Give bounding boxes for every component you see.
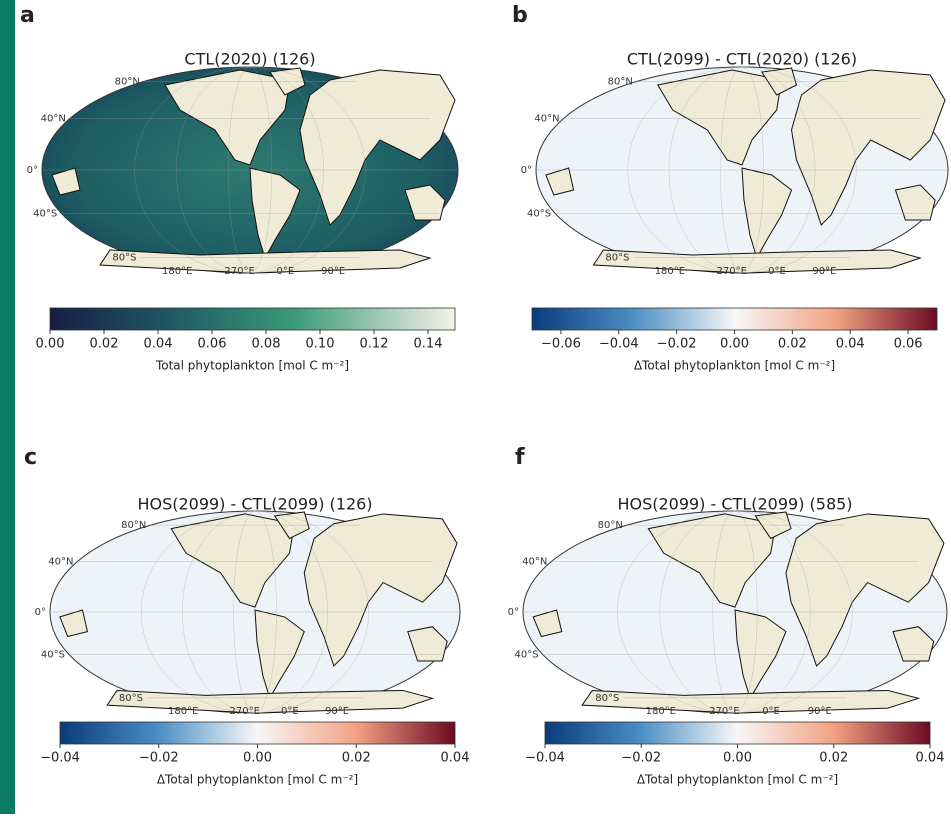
- colorbar: [545, 722, 930, 744]
- continent: [107, 690, 432, 713]
- colorbar-tick-label: 0.04: [836, 337, 865, 352]
- lon-label: 180°E: [162, 266, 192, 277]
- lat-label: 40°N: [534, 114, 559, 125]
- lat-label: 40°S: [33, 208, 57, 219]
- lat-label: 80°S: [605, 253, 629, 264]
- lat-label: 80°S: [112, 253, 136, 264]
- lon-label: 0°E: [768, 266, 786, 277]
- lon-label: 90°E: [321, 266, 345, 277]
- colorbar-tick-label: 0.02: [90, 337, 119, 352]
- colorbar-tick-label: 0.14: [414, 337, 443, 352]
- lon-label: 0°E: [281, 706, 299, 717]
- panel: a CTL(2020) (126) 80°N 40°N 0° 40°S 80°S 180°E 2…: [20, 3, 458, 373]
- colorbar-tick-label: 0.06: [198, 337, 227, 352]
- figure: a CTL(2020) (126) 80°N 40°N 0° 40°S 80°S 180°E 2…: [0, 0, 951, 814]
- panel: fHOS(2099) - CTL(2099) (585)80°N40°N0°40…: [508, 445, 947, 787]
- continent: [593, 250, 920, 273]
- lat-label: 40°N: [522, 557, 547, 568]
- lat-label: 40°S: [41, 649, 65, 660]
- lon-label: 270°E: [224, 266, 254, 277]
- colorbar-label: ΔTotal phytoplankton [mol C m⁻²]: [634, 359, 835, 373]
- lat-label: 0°: [35, 607, 46, 618]
- lon-label: 0°E: [277, 266, 295, 277]
- colorbar-tick-label: 0.06: [894, 337, 923, 352]
- colorbar-tick-label: 0.00: [243, 751, 272, 766]
- panel-title: CTL(2020) (126): [184, 50, 315, 69]
- colorbar: [532, 308, 937, 330]
- lon-label: 180°E: [646, 706, 676, 717]
- lat-label: 80°N: [598, 520, 623, 531]
- colorbar-tick-label: 0.02: [778, 337, 807, 352]
- colorbar: [50, 308, 455, 330]
- panel-label: b: [512, 3, 528, 28]
- panel-label: f: [515, 445, 525, 470]
- lat-label: 80°N: [121, 520, 146, 531]
- colorbar-tick-label: −0.04: [599, 337, 639, 352]
- lat-label: 0°: [27, 165, 38, 176]
- colorbar-tick-label: −0.04: [525, 751, 565, 766]
- panel-title: CTL(2099) - CTL(2020) (126): [627, 50, 857, 69]
- colorbar-tick-label: −0.06: [541, 337, 581, 352]
- panel-label: a: [20, 3, 35, 28]
- lat-label: 0°: [508, 607, 519, 618]
- lat-label: 40°N: [48, 557, 73, 568]
- colorbar-tick-label: −0.02: [657, 337, 697, 352]
- lat-label: 40°S: [527, 208, 551, 219]
- lat-label: 40°S: [515, 649, 539, 660]
- lon-label: 90°E: [808, 706, 832, 717]
- colorbar-tick-label: −0.02: [139, 751, 179, 766]
- colorbar-tick-label: −0.02: [621, 751, 661, 766]
- colorbar-tick-label: 0.04: [916, 751, 945, 766]
- lon-label: 0°E: [762, 706, 780, 717]
- continent: [100, 250, 430, 273]
- lat-label: 80°N: [115, 76, 140, 87]
- colorbar-tick-label: 0.02: [819, 751, 848, 766]
- lat-label: 40°N: [41, 114, 66, 125]
- colorbar-tick-label: 0.00: [36, 337, 65, 352]
- lat-label: 80°S: [595, 693, 619, 704]
- colorbar-tick-label: 0.04: [144, 337, 173, 352]
- side-strip: [0, 0, 15, 814]
- colorbar-label: ΔTotal phytoplankton [mol C m⁻²]: [157, 773, 358, 787]
- panel: b CTL(2099) - CTL(2020) (126) 80°N 40°N 0° 40…: [512, 3, 948, 373]
- lon-label: 180°E: [168, 706, 198, 717]
- panel-label: c: [24, 445, 37, 470]
- continent: [582, 690, 918, 713]
- colorbar-tick-label: 0.10: [306, 337, 335, 352]
- lat-label: 80°S: [119, 693, 143, 704]
- colorbar-tick-label: 0.08: [252, 337, 281, 352]
- colorbar-label: Total phytoplankton [mol C m⁻²]: [155, 359, 349, 373]
- colorbar-label: ΔTotal phytoplankton [mol C m⁻²]: [637, 773, 838, 787]
- colorbar-tick-label: 0.00: [720, 337, 749, 352]
- lon-label: 270°E: [230, 706, 260, 717]
- lon-label: 270°E: [709, 706, 739, 717]
- colorbar: [60, 722, 455, 744]
- lon-label: 270°E: [716, 266, 746, 277]
- colorbar-tick-label: 0.02: [342, 751, 371, 766]
- colorbar-tick-label: −0.04: [40, 751, 80, 766]
- colorbar-tick-label: 0.12: [360, 337, 389, 352]
- lat-label: 0°: [521, 165, 532, 176]
- lon-label: 90°E: [812, 266, 836, 277]
- lon-label: 180°E: [655, 266, 685, 277]
- colorbar-tick-label: 0.00: [723, 751, 752, 766]
- colorbar-tick-label: 0.04: [441, 751, 470, 766]
- lat-label: 80°N: [608, 76, 633, 87]
- lon-label: 90°E: [325, 706, 349, 717]
